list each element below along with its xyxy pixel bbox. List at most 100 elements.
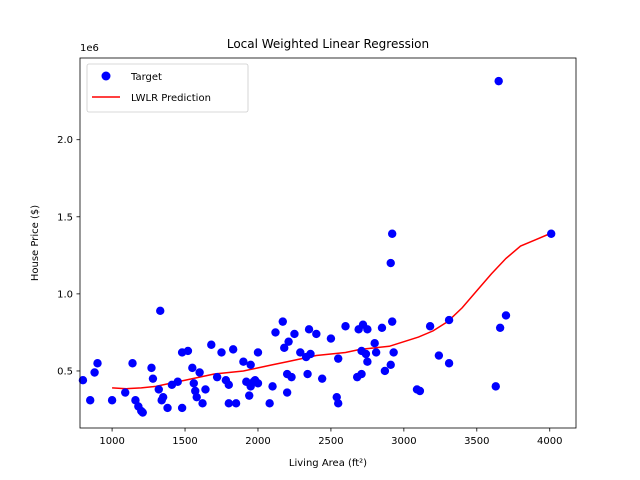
scatter-point	[491, 382, 500, 391]
scatter-point	[425, 322, 435, 331]
scatter-point	[363, 357, 372, 366]
scatter-point	[265, 399, 274, 408]
scatter-point	[278, 317, 287, 326]
scatter-point	[444, 359, 454, 368]
scatter-point	[163, 403, 172, 413]
legend-label-prediction: LWLR Prediction	[131, 93, 211, 104]
scatter-point	[501, 311, 511, 320]
legend-marker-target	[101, 71, 111, 81]
scatter-point	[177, 403, 187, 413]
x-axis-title: Living Area (ft²)	[289, 458, 367, 469]
scatter-point	[78, 376, 88, 385]
x-tick-label: 2000	[245, 436, 270, 447]
scatter-point	[303, 369, 312, 379]
scatter-point	[317, 374, 327, 383]
scatter-point	[198, 399, 207, 408]
scatter-point	[296, 348, 305, 357]
plot-area	[78, 76, 556, 417]
scatter-point	[271, 328, 280, 337]
scatter-point	[189, 379, 198, 388]
scatter-point	[207, 340, 216, 349]
scatter-point	[188, 363, 197, 373]
scatter-point	[341, 322, 350, 331]
y-offset-text: 1e6	[80, 43, 99, 54]
scatter-point	[93, 359, 102, 368]
scatter-point	[121, 388, 130, 397]
x-tick-label: 3500	[464, 436, 489, 447]
scatter-point	[290, 329, 299, 339]
scatter-point	[495, 323, 505, 332]
y-axis-title: House Price ($)	[30, 205, 41, 281]
x-tick-label: 4000	[537, 436, 562, 447]
scatter-point	[326, 334, 336, 343]
x-tick-label: 3000	[391, 436, 416, 447]
scatter-point	[363, 325, 372, 334]
scatter-point	[415, 386, 425, 396]
scatter-point	[107, 396, 117, 405]
scatter-point	[90, 368, 99, 377]
chart-title: Local Weighted Linear Regression	[227, 37, 429, 51]
scatter-point	[334, 399, 343, 408]
x-tick-label: 2500	[318, 436, 343, 447]
plot-frame	[79, 57, 577, 429]
scatter-point	[280, 343, 289, 353]
scatter-point	[148, 374, 158, 383]
scatter-point	[386, 360, 395, 369]
scatter-point	[154, 385, 163, 394]
scatter-point	[547, 229, 556, 238]
scatter-point	[231, 399, 241, 408]
scatter-point	[86, 396, 95, 405]
y-tick-label: 2.0	[57, 135, 73, 146]
scatter-point	[201, 385, 210, 394]
scatter-point	[253, 379, 263, 388]
scatter-point	[386, 258, 395, 268]
scatter-point	[370, 339, 379, 348]
scatter-point	[371, 348, 381, 357]
scatter-point	[212, 372, 222, 382]
scatter-point	[239, 357, 248, 366]
scatter-point	[444, 315, 454, 325]
scatter-point	[380, 366, 390, 376]
scatter-point	[128, 359, 137, 368]
scatter-point	[224, 380, 233, 390]
scatter-point	[494, 76, 503, 86]
legend: Target LWLR Prediction	[86, 63, 249, 113]
scatter-point	[387, 317, 397, 326]
scatter-point	[282, 388, 292, 397]
y-tick-label: 0.5	[57, 366, 73, 377]
scatter-point	[217, 348, 226, 357]
scatter-point	[287, 372, 296, 382]
scatter-point	[306, 349, 315, 359]
scatter-point	[387, 229, 397, 238]
scatter-point	[312, 329, 321, 339]
y-axis: 0.5 1.0 1.5 2.0	[57, 135, 80, 377]
y-tick-label: 1.5	[57, 212, 73, 223]
scatter-point	[253, 348, 263, 357]
scatter-point	[434, 351, 444, 360]
scatter-point	[389, 348, 398, 357]
scatter-point	[138, 408, 147, 417]
scatter-point	[192, 392, 201, 402]
scatter-point	[183, 346, 193, 356]
scatter-point	[361, 349, 371, 359]
x-axis: 1000 1500 2000 2500 3000 3500 4000	[99, 428, 562, 447]
scatter-point	[224, 399, 233, 408]
legend-label-target: Target	[130, 72, 162, 83]
x-tick-label: 1000	[99, 436, 124, 447]
scatter-point	[284, 337, 293, 346]
scatter-point	[173, 377, 182, 386]
y-tick-label: 1.0	[57, 289, 73, 300]
series-line-lwlr-prediction	[112, 233, 551, 390]
legend-box	[86, 63, 249, 113]
scatter-point	[268, 382, 277, 391]
scatter-point	[334, 354, 343, 363]
scatter-point	[147, 363, 156, 373]
scatter-point	[246, 360, 255, 369]
scatter-point	[156, 306, 165, 316]
scatter-point	[158, 392, 168, 402]
scatter-point	[228, 345, 238, 354]
scatter-point	[245, 391, 254, 400]
scatter-point	[195, 368, 204, 377]
x-tick-label: 1500	[172, 436, 197, 447]
